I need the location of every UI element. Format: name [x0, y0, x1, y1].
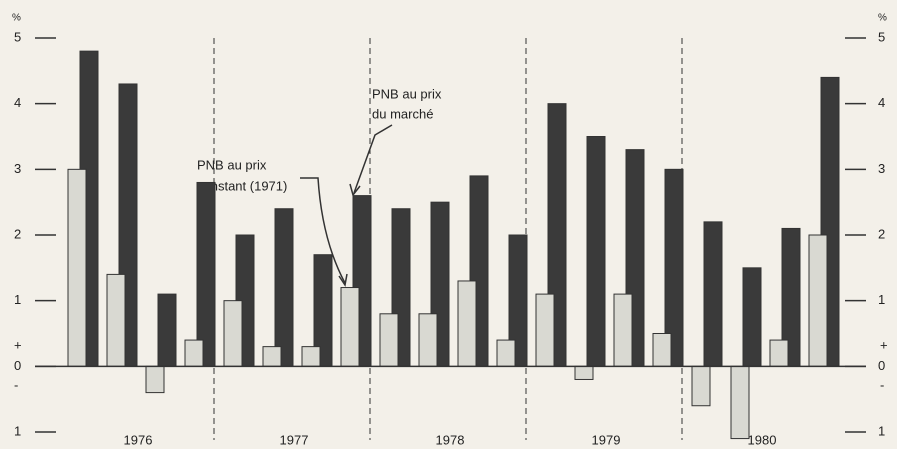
bar: [808, 234, 828, 367]
annotation: PNB au prix: [197, 157, 267, 172]
arrow: [300, 177, 346, 284]
x-group-label: 1977: [280, 432, 309, 447]
sign-plus-right: +: [880, 337, 888, 352]
arrowhead: [349, 183, 361, 197]
bar: [691, 365, 711, 407]
bar: [613, 293, 633, 367]
x-group-label: 1978: [436, 432, 465, 447]
y-tick-label: 2: [878, 226, 885, 241]
sign-plus-left: +: [14, 337, 22, 352]
y-tick-label: 2: [14, 226, 21, 241]
bar: [457, 280, 477, 367]
annotation: du marché: [372, 106, 433, 121]
bar: [652, 333, 672, 367]
y-tick-label: 4: [878, 95, 885, 110]
bar: [742, 267, 762, 367]
arrowhead: [338, 273, 348, 287]
bar: [196, 181, 216, 367]
y-tick-label: 5: [14, 29, 21, 44]
annotation: PNB au prix: [372, 86, 442, 101]
y-tick-label: 1: [878, 292, 885, 307]
y-tick-label: 1: [14, 423, 21, 438]
bar: [301, 346, 321, 367]
y-tick-label: 1: [14, 292, 21, 307]
bar: [418, 313, 438, 367]
bar: [379, 313, 399, 367]
bar: [703, 221, 723, 367]
bar: [274, 208, 294, 367]
bar: [769, 339, 789, 367]
sign-minus-right: -: [880, 377, 884, 392]
arrow: [353, 124, 393, 194]
bar: [586, 136, 606, 367]
bar: [67, 168, 87, 367]
unit-left: %: [12, 13, 21, 24]
bar: [223, 300, 243, 367]
bar: [106, 273, 126, 367]
bar: [145, 365, 165, 394]
bar: [262, 346, 282, 367]
y-tick-label: 1: [878, 423, 885, 438]
bar: [157, 293, 177, 367]
y-tick-label: 0: [878, 358, 885, 373]
y-tick-label: 5: [878, 29, 885, 44]
x-group-label: 1980: [748, 432, 777, 447]
x-group-label: 1976: [124, 432, 153, 447]
y-tick-label: 3: [878, 161, 885, 176]
bar: [184, 339, 204, 367]
bar: [574, 365, 594, 380]
y-tick-label: 4: [14, 95, 21, 110]
bar: [730, 365, 750, 440]
x-group-label: 1979: [592, 432, 621, 447]
bar: [340, 287, 360, 367]
unit-right: %: [878, 13, 887, 24]
y-tick-label: 0: [14, 358, 21, 373]
annotation: constant (1971): [197, 178, 287, 193]
bar: [496, 339, 516, 367]
sign-minus-left: -: [14, 377, 18, 392]
y-tick-label: 3: [14, 161, 21, 176]
bar: [535, 293, 555, 367]
